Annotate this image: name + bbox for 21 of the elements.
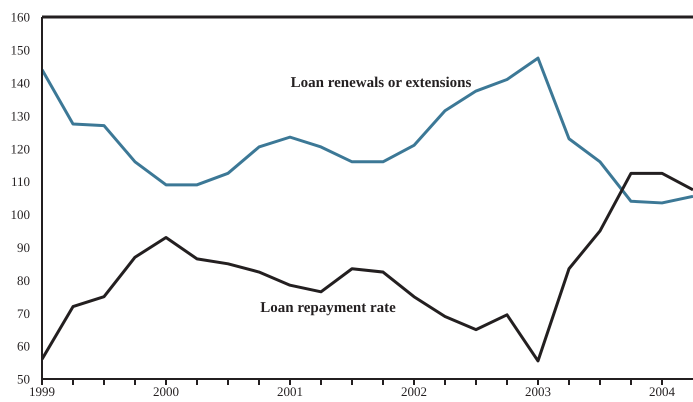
- y-tick-label: 160: [10, 10, 30, 25]
- x-tick-label: 2004: [649, 384, 676, 400]
- y-tick-label: 60: [17, 338, 30, 354]
- y-tick-label: 150: [10, 42, 30, 58]
- y-tick-label: 140: [10, 75, 30, 90]
- y-tick-label: 100: [10, 207, 30, 222]
- x-tick-label: 2001: [277, 384, 303, 400]
- x-tick-label: 2002: [401, 384, 427, 400]
- series-label: Loan renewals or extensions: [290, 75, 472, 92]
- y-tick-label: 110: [10, 174, 30, 190]
- x-tick-label: 2000: [153, 384, 179, 400]
- y-tick-label: 70: [17, 306, 30, 321]
- y-tick-label: 80: [17, 272, 30, 288]
- y-tick-label: 120: [10, 141, 30, 156]
- series-label: Loan repayment rate: [260, 300, 396, 316]
- x-tick-label: 2003: [525, 384, 551, 400]
- y-tick-label: 50: [17, 372, 30, 387]
- y-tick-label: 130: [10, 108, 30, 124]
- y-tick-label: 90: [17, 240, 30, 255]
- line-series: [42, 56, 693, 204]
- x-tick-label: 1999: [29, 384, 55, 400]
